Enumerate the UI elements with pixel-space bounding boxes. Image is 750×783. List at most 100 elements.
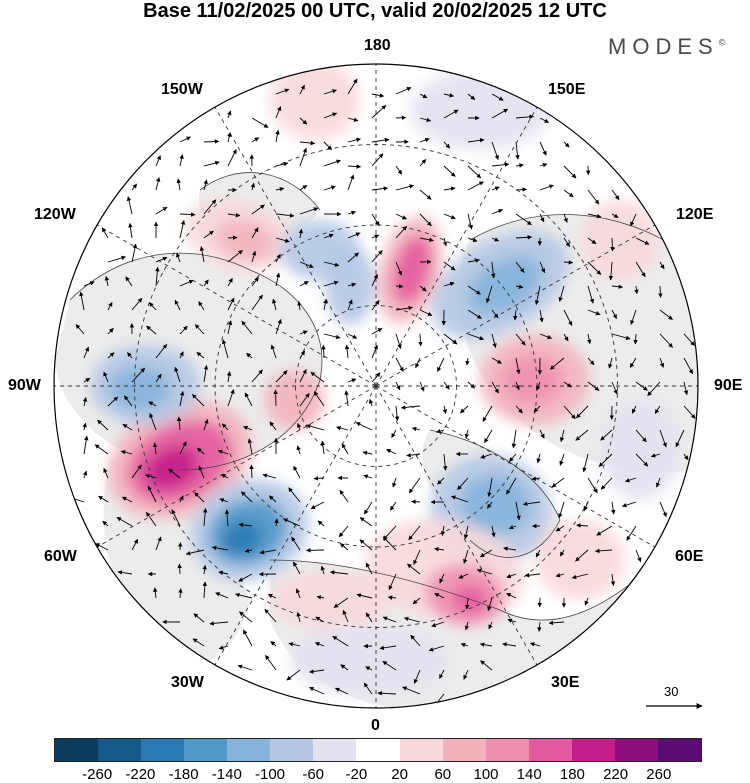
wind-arrow: [126, 196, 133, 215]
wind-arrow: [299, 261, 314, 268]
wind-arrow: [107, 396, 119, 407]
wind-arrow: [293, 561, 301, 575]
wind-arrow: [443, 109, 459, 119]
wind-arrow: [443, 333, 458, 345]
wind-arrow: [587, 285, 595, 304]
wind-arrow: [539, 429, 545, 439]
wind-arrow: [395, 184, 415, 191]
wind-arrow: [467, 165, 482, 179]
wind-arrow: [243, 629, 253, 647]
wind-arrow: [467, 237, 478, 243]
wind-arrow: [101, 227, 109, 239]
wind-arrow: [587, 189, 600, 205]
wind-arrow: [82, 397, 88, 407]
wind-arrow: [145, 511, 157, 527]
wind-arrow: [476, 568, 493, 575]
wind-arrow: [419, 117, 432, 123]
wind-arrow: [467, 213, 473, 230]
lon-label-30w: 30W: [171, 674, 204, 691]
wind-arrow: [610, 573, 616, 586]
wind-arrow: [194, 492, 205, 503]
wind-arrow: [202, 507, 208, 527]
wind-arrow: [395, 261, 403, 276]
wind-arrow: [198, 465, 205, 479]
wind-arrow: [395, 87, 412, 95]
wind-arrow: [227, 110, 232, 119]
anomaly-patch: [265, 370, 325, 430]
wind-arrow: [388, 573, 397, 591]
wind-arrow: [467, 258, 480, 263]
wind-arrow: [176, 252, 181, 263]
wind-arrow: [563, 333, 569, 342]
wind-arrow: [334, 687, 349, 695]
map-title: Base 11/02/2025 00 UTC, valid 20/02/2025…: [143, 0, 607, 22]
wind-arrow: [487, 501, 493, 509]
wind-arrow: [563, 405, 576, 420]
colorbar-bin: [227, 739, 271, 761]
wind-arrow: [185, 549, 205, 556]
wind-arrow: [412, 597, 421, 605]
wind-arrow: [443, 381, 450, 390]
wind-arrow: [533, 405, 541, 413]
colorbar-tick-label: -180: [168, 766, 199, 783]
wind-arrow: [299, 147, 307, 167]
wind-arrow: [298, 228, 304, 239]
wind-arrow: [587, 237, 597, 245]
wind-arrow: [515, 333, 526, 346]
wind-arrow: [371, 344, 378, 359]
anomaly-field: [54, 64, 698, 708]
wind-arrow: [439, 573, 445, 584]
wind-arrow: [371, 372, 381, 383]
wind-arrow: [235, 592, 253, 599]
wind-arrow: [102, 520, 109, 527]
wind-arrow: [107, 352, 115, 359]
wind-arrow: [395, 381, 401, 391]
wind-arrow: [587, 381, 600, 391]
wind-arrow: [371, 234, 380, 239]
wind-arrow: [98, 495, 109, 503]
meridian-line: [96, 385, 377, 548]
wind-arrow: [563, 165, 577, 179]
wind-arrow: [365, 666, 373, 671]
wind-arrow: [683, 453, 689, 461]
wind-arrow: [587, 477, 598, 494]
colorbar-bin: [485, 739, 529, 761]
wind-arrow: [506, 592, 517, 599]
wind-arrow: [203, 230, 214, 239]
anomaly-patch: [270, 64, 360, 140]
wind-arrow: [251, 369, 263, 383]
brand-logo: MODES©: [608, 34, 725, 60]
wind-arrow: [491, 186, 500, 191]
wind-arrow: [194, 324, 205, 335]
wind-arrow: [224, 509, 230, 527]
wind-arrow: [503, 546, 517, 551]
wind-arrow: [515, 163, 524, 168]
wind-vectors: [66, 78, 696, 706]
wind-arrow: [465, 357, 470, 366]
wind-arrow: [600, 429, 613, 441]
wind-arrow: [203, 179, 208, 191]
wind-arrow: [251, 277, 259, 287]
wind-arrow: [436, 428, 445, 434]
wind-arrow: [299, 281, 309, 287]
wind-arrow: [94, 444, 109, 455]
wind-arrow: [275, 186, 285, 192]
wind-arrow: [265, 655, 277, 671]
wind-arrow: [275, 129, 280, 143]
wind-arrow: [431, 621, 445, 628]
meridian-line: [96, 224, 377, 387]
wind-arrow: [296, 611, 301, 623]
wind-arrow: [179, 390, 185, 407]
wind-arrow: [227, 389, 235, 407]
wind-arrow: [491, 525, 496, 538]
wind-arrow: [152, 442, 158, 455]
wind-arrow: [297, 300, 302, 311]
wind-arrow: [363, 682, 373, 695]
wind-arrow: [683, 381, 689, 396]
wind-arrow: [467, 93, 476, 100]
wind-arrow: [413, 669, 421, 684]
wind-arrow: [491, 237, 500, 242]
wind-arrow: [482, 405, 493, 422]
wind-arrow: [347, 232, 361, 239]
wind-arrow: [120, 450, 133, 455]
